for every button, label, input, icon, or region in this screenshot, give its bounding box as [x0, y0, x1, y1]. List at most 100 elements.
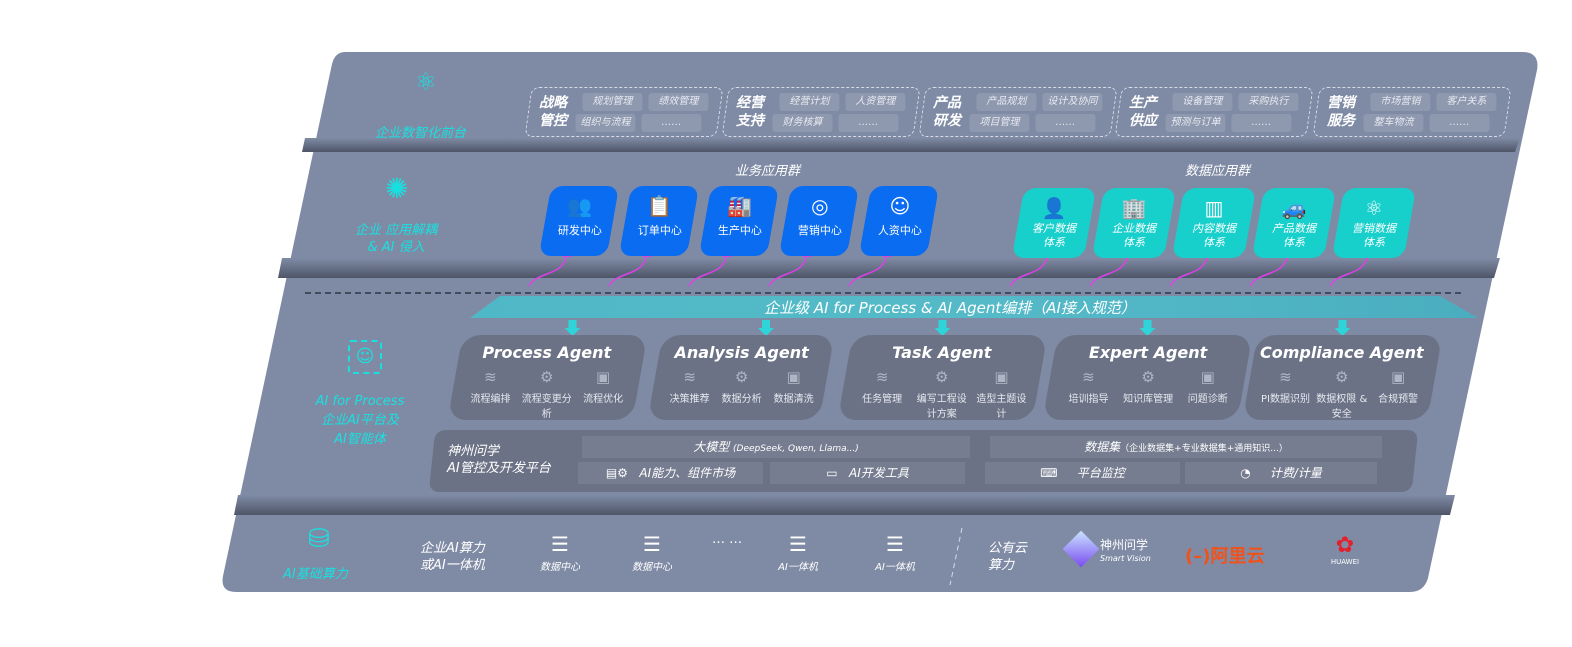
group-chip[interactable]: 人资管理 — [845, 93, 906, 111]
data-apps-title: 数据应用群 — [1185, 164, 1251, 179]
layer-front-label: 企业数智化前台 — [375, 126, 467, 141]
group-chip[interactable]: 绩效管理 — [648, 93, 709, 111]
target-icon: ◎ — [811, 194, 829, 218]
group-chip[interactable]: 规划管理 — [582, 93, 643, 111]
business-app-tile[interactable]: ◎ 营销中心 — [778, 186, 860, 256]
layer-app-label-1: 企业 应用解耦 — [355, 223, 438, 238]
group-chip[interactable]: …… — [641, 114, 702, 132]
group-chip[interactable]: 整车物流 — [1363, 114, 1424, 132]
agent-capability: ⚙ 编写工程设计方案 — [912, 368, 971, 420]
capability-icon: ≋ — [683, 368, 696, 386]
down-arrow-icon — [934, 320, 951, 336]
data-app-tile[interactable]: 👤 客户数据 体系 — [1011, 188, 1097, 258]
server-item: ☰ AI一体机 — [865, 532, 925, 573]
huawei-petals-icon: ✿ — [1335, 533, 1355, 558]
agent-card[interactable]: Analysis Agent ≋ 决策推荐 ⚙ 数据分析 ▣ 数据清洗 — [647, 335, 835, 420]
data-app-tile[interactable]: 🏢 企业数据 体系 — [1091, 188, 1177, 258]
data-app-tile[interactable]: ⚛ 营销数据 体系 — [1331, 188, 1417, 258]
group-chip[interactable]: 客户关系 — [1436, 93, 1497, 111]
group-chip[interactable]: …… — [1231, 114, 1292, 132]
billing-cell[interactable]: ◔ 计费/计量 — [1185, 462, 1377, 484]
capability-label: 培训指导 — [1068, 394, 1109, 405]
server-item: ☰ AI一体机 — [768, 532, 828, 573]
tile-label: 产品数据 — [1272, 222, 1316, 235]
gauge-icon: ◔ — [1240, 466, 1255, 480]
group-title: 营销 — [1327, 95, 1355, 111]
tile-label: 客户数据 — [1032, 222, 1076, 235]
server-icon: ☰ — [789, 532, 807, 556]
shenzhou-logo-sub: Smart Vision — [1100, 554, 1151, 563]
tile-label: 人资中心 — [877, 224, 922, 237]
group-chip[interactable]: 项目管理 — [969, 114, 1030, 132]
data-app-tile[interactable]: 🚙 产品数据 体系 — [1251, 188, 1337, 258]
devtools-cell[interactable]: ▭ AI开发工具 — [770, 462, 965, 484]
group-chip[interactable]: 设计及协同 — [1042, 93, 1103, 111]
group-chip[interactable]: 设备管理 — [1172, 93, 1233, 111]
agent-capability: ⚙ 数据权限 & 安全 — [1314, 368, 1370, 420]
down-arrow-icon — [564, 320, 581, 336]
group-chip[interactable]: 采购执行 — [1238, 93, 1299, 111]
group-title: 支持 — [736, 113, 764, 129]
agent-capability: ⚙ 流程变更分析 — [519, 368, 575, 420]
tile-label: 体系 — [1283, 236, 1305, 249]
group-title: 供应 — [1129, 113, 1157, 129]
business-apps-title: 业务应用群 — [735, 164, 801, 179]
tile-label: 订单中心 — [637, 224, 682, 237]
agent-capability: ≋ 流程编排 — [463, 368, 519, 420]
group-title: 经营 — [736, 95, 764, 111]
devtools-icon: ▭ — [826, 466, 842, 480]
capability-icon: ⚙ — [1141, 368, 1155, 386]
agent-capability: ≋ 任务管理 — [853, 368, 912, 420]
users-icon: 👥 — [567, 194, 593, 218]
huawei-logo: ✿ HUAWEI — [1325, 533, 1365, 567]
tile-label: 体系 — [1203, 236, 1225, 249]
agent-card[interactable]: Compliance Agent ≋ PI数据识别 ⚙ 数据权限 & 安全 ▣ 合规预警 — [1242, 335, 1443, 420]
business-app-tile[interactable]: ☺ 人资中心 — [858, 186, 940, 256]
layer-ai-label-2: 企业AI平台及 — [321, 413, 399, 428]
group-chip[interactable]: 产品规划 — [976, 93, 1037, 111]
down-arrow-icon — [758, 320, 774, 336]
group-chip[interactable]: …… — [1429, 114, 1490, 132]
server-label: 数据中心 — [540, 562, 580, 573]
platform-title-1: 神州问学 — [447, 444, 500, 459]
monitor-cell[interactable]: ⌨ 平台监控 — [985, 462, 1180, 484]
group-chip[interactable]: …… — [1035, 114, 1096, 132]
group-chip[interactable]: 组织与流程 — [575, 114, 636, 132]
agent-capability: ≋ 决策推荐 — [664, 368, 715, 405]
business-app-tile[interactable]: 👥 研发中心 — [538, 186, 620, 256]
tile-label: 体系 — [1123, 236, 1145, 249]
group-chip[interactable]: 财务核算 — [772, 114, 833, 132]
capability-label: 数据权限 & 安全 — [1316, 394, 1368, 420]
server-icon: ☰ — [886, 532, 904, 556]
monitor-icon: ⌨ — [1040, 466, 1062, 480]
market-label: AI能力、组件市场 — [639, 466, 736, 480]
orchestration-label: 企业级 AI for Process & AI Agent编排（AI接入规范） — [764, 299, 1136, 317]
market-cell[interactable]: ▤⚙ AI能力、组件市场 — [578, 462, 763, 484]
group-chip[interactable]: 预测与订单 — [1165, 114, 1226, 132]
data-app-tile[interactable]: ▥ 内容数据 体系 — [1171, 188, 1257, 258]
model-cell[interactable]: 大模型 (DeepSeek, Qwen, Llama...) — [582, 436, 970, 458]
dataset-note: （企业数据集+专业数据集+通用知识...） — [1120, 444, 1288, 454]
agent-capability: ▣ 流程优化 — [575, 368, 631, 420]
tile-label: 体系 — [1043, 236, 1065, 249]
business-app-tile[interactable]: 📋 订单中心 — [618, 186, 700, 256]
capability-label: 流程优化 — [583, 394, 624, 405]
front-group: 营销 服务 市场营销 客户关系 整车物流 …… — [1312, 87, 1512, 137]
agent-card[interactable]: Task Agent ≋ 任务管理 ⚙ 编写工程设计方案 ▣ 造型主题设计 — [837, 335, 1048, 420]
capability-label: PI数据识别 — [1260, 394, 1310, 405]
capability-label: 流程编排 — [470, 394, 511, 405]
group-chip[interactable]: 经营计划 — [779, 93, 840, 111]
server-item: ☰ 数据中心 — [622, 532, 682, 573]
agent-card[interactable]: Process Agent ≋ 流程编排 ⚙ 流程变更分析 ▣ 流程优化 — [447, 335, 648, 420]
aliyun-logo: (–)阿里云 — [1185, 542, 1264, 568]
factory-icon: 🏭 — [727, 194, 753, 218]
capability-label: 造型主题设计 — [976, 394, 1027, 420]
business-app-tile[interactable]: 🏭 生产中心 — [698, 186, 780, 256]
agent-card[interactable]: Expert Agent ≋ 培训指导 ⚙ 知识库管理 ▣ 问题诊断 — [1042, 335, 1253, 420]
capability-label: 数据分析 — [721, 394, 762, 405]
group-chip[interactable]: 市场营销 — [1370, 93, 1431, 111]
group-chip[interactable]: …… — [838, 114, 899, 132]
dataset-cell[interactable]: 数据集（企业数据集+专业数据集+通用知识...） — [990, 436, 1382, 458]
agent-name: Task Agent — [892, 343, 992, 362]
monitor-label: 平台监控 — [1076, 466, 1125, 480]
